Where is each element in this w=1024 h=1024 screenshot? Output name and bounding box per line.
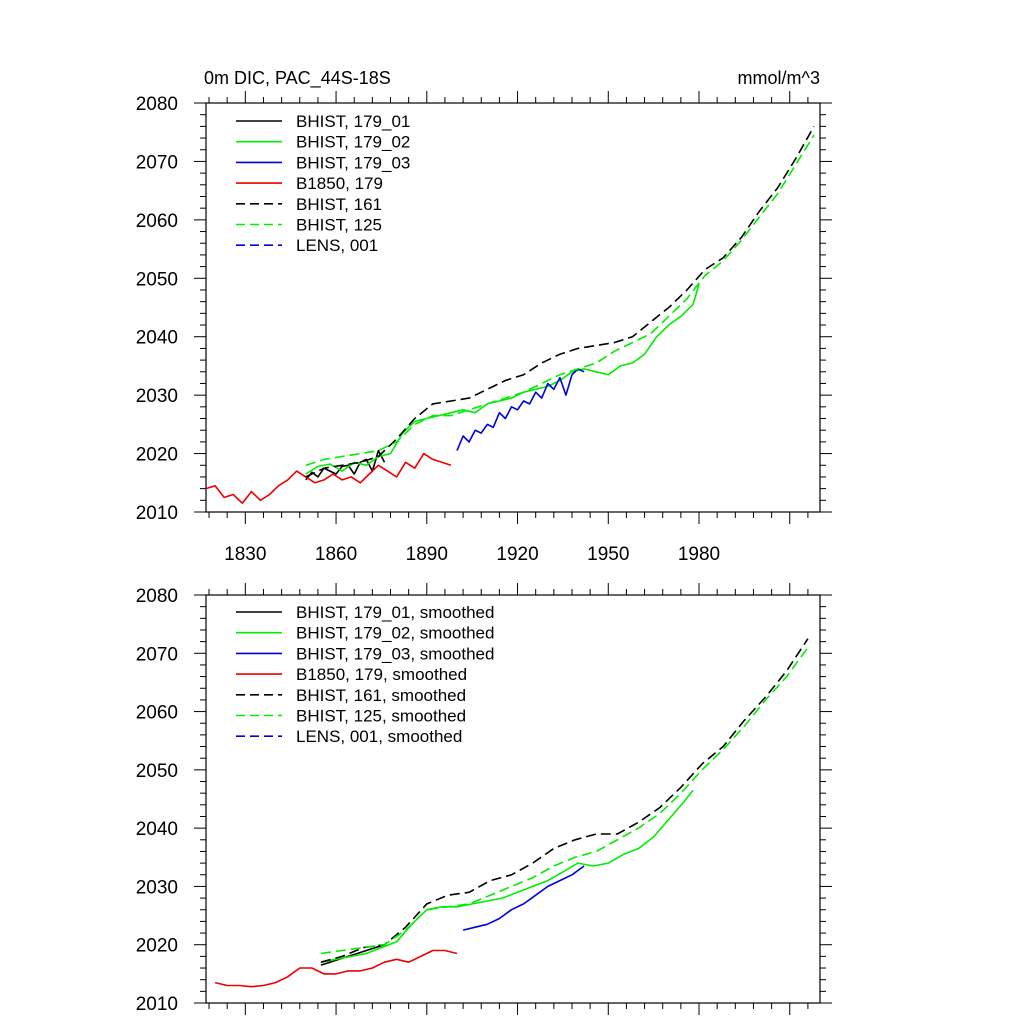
y-tick-label: 2030 <box>136 386 178 407</box>
legend-label: B1850, 179 <box>296 174 383 193</box>
series-line-2 <box>320 789 694 963</box>
series-line-6 <box>305 134 815 467</box>
series-line-5 <box>305 126 815 478</box>
y-tick-label: 2070 <box>136 152 178 173</box>
legend-label: BHIST, 161, smoothed <box>296 686 466 705</box>
series-line-4 <box>205 452 452 505</box>
series-line-4 <box>214 949 458 988</box>
y-tick-label: 2050 <box>136 269 178 290</box>
y-tick-label: 2080 <box>136 94 178 115</box>
legend-label: BHIST, 161 <box>296 195 382 214</box>
x-tick-label: 1890 <box>406 544 448 565</box>
legend-label: BHIST, 125 <box>296 216 382 235</box>
legend-label: BHIST, 179_02 <box>296 133 410 152</box>
legend-label: BHIST, 179_03, smoothed <box>296 644 494 663</box>
y-tick-label: 2010 <box>136 994 178 1015</box>
legend-label: BHIST, 179_02, smoothed <box>296 624 494 643</box>
x-tick-label: 1830 <box>224 544 266 565</box>
y-tick-label: 2020 <box>136 936 178 957</box>
legend-label: BHIST, 125, smoothed <box>296 707 466 726</box>
legend-label: BHIST, 179_01 <box>296 112 410 131</box>
y-tick-label: 2040 <box>136 328 178 349</box>
y-tick-label: 2050 <box>136 761 178 782</box>
x-tick-label: 1860 <box>315 544 357 565</box>
series-line-1 <box>320 943 385 966</box>
chart-title: 0m DIC, PAC_44S-18S <box>204 68 391 89</box>
y-tick-label: 2080 <box>136 586 178 607</box>
y-tick-label: 2020 <box>136 445 178 466</box>
y-tick-label: 2070 <box>136 644 178 665</box>
x-tick-label: 1950 <box>587 544 629 565</box>
plot-frame <box>205 594 821 1004</box>
legend-label: LENS, 001, smoothed <box>296 727 462 746</box>
series-line-3 <box>462 865 585 931</box>
series-line-1 <box>305 449 386 481</box>
y-tick-label: 2060 <box>136 211 178 232</box>
legend-label: BHIST, 179_01, smoothed <box>296 603 494 622</box>
y-tick-label: 2060 <box>136 703 178 724</box>
x-tick-label: 1980 <box>678 544 720 565</box>
y-tick-label: 2040 <box>136 819 178 840</box>
chart-units: mmol/m^3 <box>738 68 820 88</box>
series-line-5 <box>320 638 809 963</box>
y-tick-label: 2010 <box>136 503 178 524</box>
legend-label: BHIST, 179_03 <box>296 153 410 172</box>
chart-panel-2: 2010 2020 2030 2040 2050 2060 2070 2080 BHIST, 1… <box>136 583 832 1015</box>
legend-label: LENS, 001 <box>296 236 378 255</box>
x-tick-label: 1920 <box>496 544 538 565</box>
legend-label: B1850, 179, smoothed <box>296 665 467 684</box>
chart-panel-1: 2010 2020 2030 2040 2050 2060 2070 2080 1830 1860… <box>136 68 832 565</box>
series-line-2 <box>305 283 700 475</box>
series-line-3 <box>456 368 585 451</box>
y-tick-label: 2030 <box>136 877 178 898</box>
plot-frame <box>205 102 821 513</box>
series-line-6 <box>320 647 809 955</box>
